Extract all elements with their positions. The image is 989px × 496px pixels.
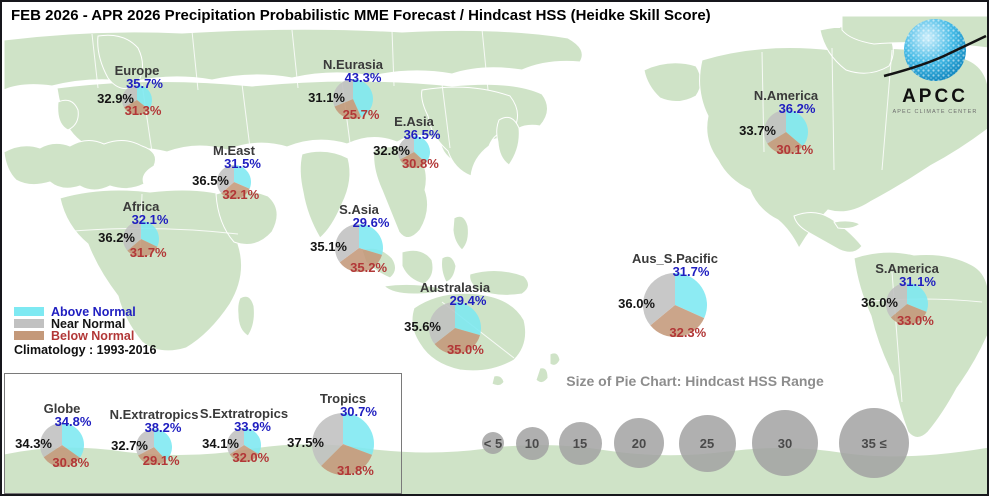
size-circle-4: 20 [614,418,664,468]
pie-chart-tropics [312,413,374,475]
size-circle-1: < 5 [482,432,504,454]
logo-text: APCC [902,86,968,107]
above-value-m-east: 31.5% [224,156,261,171]
near-normal-swatch [14,319,44,328]
above-normal-label: Above Normal [51,304,136,319]
near-value-tropics: 37.5% [287,435,324,450]
region-label-e-asia: E.Asia [394,114,434,129]
below-value-africa: 31.7% [129,245,167,260]
above-value-europe: 35.7% [126,76,163,91]
above-value-e-asia: 36.5% [403,127,441,142]
near-normal-label: Near Normal [51,316,126,331]
apcc-logo: APCC APEC CLIMATE CENTER [882,14,987,115]
pie-chart-europe [122,85,152,115]
pie-chart-e-asia [398,136,430,168]
pie-chart-n-eurasia [333,79,373,119]
below-value-aus-s-pacific: 32.3% [669,325,707,340]
below-normal-label: Below Normal [51,328,135,343]
below-value-s-extratropics: 32.0% [232,450,270,465]
above-value-tropics: 30.7% [340,404,377,419]
size-circle-6: 30 [752,410,818,476]
near-value-s-asia: 35.1% [310,239,347,254]
region-label-globe: Globe [43,401,81,416]
region-label-s-extratropics: S.Extratropics [199,406,289,421]
above-value-australasia: 29.4% [449,293,487,308]
above-value-n-extratropics: 38.2% [144,420,182,435]
legend-row-below: Below Normal [14,328,156,343]
below-value-europe: 31.3% [124,103,162,118]
top-strip [840,2,987,13]
legend: Above Normal Near Normal Below Normal Cl… [14,304,157,357]
pie-chart-australasia [429,302,481,354]
above-value-aus-s-pacific: 31.7% [672,264,710,279]
below-value-australasia: 35.0% [446,342,484,357]
region-label-s-america: S.America [875,261,939,276]
below-value-s-asia: 35.2% [350,260,388,275]
near-value-m-east: 36.5% [192,173,229,188]
near-value-n-extratropics: 32.7% [111,438,148,453]
near-value-n-eurasia: 31.1% [308,90,345,105]
above-value-n-america: 36.2% [778,101,816,116]
near-value-africa: 36.2% [98,230,135,245]
above-value-s-asia: 29.6% [352,215,390,230]
above-value-s-america: 31.1% [899,274,936,289]
below-value-s-america: 33.0% [896,313,934,328]
pie-chart-s-america [886,283,928,325]
near-value-aus-s-pacific: 36.0% [618,296,655,311]
legend-row-above: Above Normal [14,304,156,319]
apcc-globe-icon [883,19,987,81]
region-label-s-asia: S.Asia [339,202,379,217]
legend-row-near: Near Normal [14,316,156,331]
inset-box [4,373,402,494]
below-value-m-east: 32.1% [222,187,260,202]
pie-chart-n-extratropics [136,429,172,465]
near-value-s-america: 36.0% [861,295,898,310]
below-value-globe: 30.8% [52,455,90,470]
region-label-tropics: Tropics [319,391,367,406]
near-value-australasia: 35.6% [404,319,441,334]
pie-chart-m-east [217,165,251,199]
below-value-e-asia: 30.8% [401,156,439,171]
region-label-n-eurasia: N.Eurasia [323,57,383,72]
pie-chart-aus-s-pacific [643,273,707,337]
region-label-australasia: Australasia [419,280,491,295]
below-value-n-eurasia: 25.7% [342,107,380,122]
above-value-globe: 34.8% [54,414,92,429]
near-value-s-extratropics: 34.1% [202,436,239,451]
near-value-n-america: 33.7% [739,123,776,138]
size-circle-5: 25 [678,414,736,472]
below-value-n-extratropics: 29.1% [142,453,180,468]
below-value-tropics: 31.8% [336,463,374,478]
above-value-s-extratropics: 33.9% [234,419,271,434]
region-label-aus-s-pacific: Aus_S.Pacific [632,251,718,266]
pie-chart-globe [40,423,84,467]
logo-subtitle: APEC CLIMATE CENTER [892,109,978,115]
near-value-europe: 32.9% [97,91,134,106]
pie-chart-n-america [764,110,808,154]
region-label-n-extratropics: N.Extratropics [109,407,199,422]
region-label-europe: Europe [114,63,160,78]
page-title: FEB 2026 - APR 2026 Precipitation Probab… [11,6,711,24]
title-bar: FEB 2026 - APR 2026 Precipitation Probab… [2,2,840,28]
below-normal-swatch [14,331,44,340]
size-circle-3: 15 [558,421,602,465]
region-label-n-america: N.America [753,88,819,103]
above-value-africa: 32.1% [131,212,169,227]
pie-chart-s-asia [335,224,383,272]
near-value-globe: 34.3% [15,436,52,451]
pie-chart-s-extratropics [227,428,261,462]
climatology-label: Climatology : 1993-2016 [14,343,157,357]
above-value-n-eurasia: 43.3% [344,70,382,85]
pie-chart-africa [123,221,159,257]
above-normal-swatch [14,307,44,316]
below-value-n-america: 30.1% [776,142,814,157]
region-label-africa: Africa [122,199,160,214]
size-circle-7: 35 ≤ [839,408,909,478]
region-label-m-east: M.East [213,143,255,158]
near-value-e-asia: 32.8% [373,143,410,158]
size-circle-2: 10 [515,426,549,460]
size-legend-title: Size of Pie Chart: Hindcast HSS Range [566,373,824,389]
